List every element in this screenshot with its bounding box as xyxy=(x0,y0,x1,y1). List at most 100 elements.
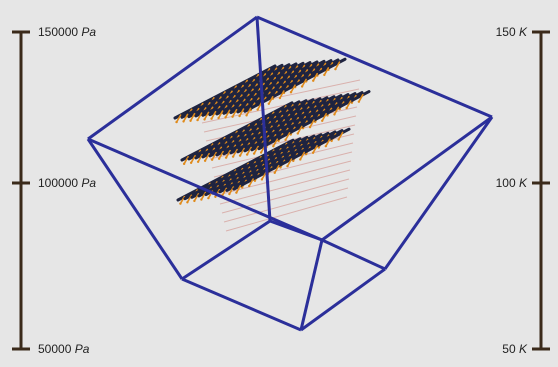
lattice-link xyxy=(225,149,231,159)
lattice-link xyxy=(345,100,352,109)
lattice-link xyxy=(197,153,203,163)
lattice-atom xyxy=(189,119,192,122)
lattice-link xyxy=(239,147,245,157)
lattice-atom xyxy=(203,159,207,162)
lattice-atom xyxy=(224,156,228,159)
box-edge-inner-down xyxy=(299,239,324,331)
lattice-atom xyxy=(296,132,299,135)
lattice-faint-link xyxy=(223,187,349,223)
lattice-link xyxy=(183,156,189,165)
lattice-atom xyxy=(231,115,234,118)
bounding-box-wireframe xyxy=(86,15,494,332)
lattice-atom xyxy=(312,79,315,82)
lattice-link xyxy=(182,113,189,123)
box-edge-inner-left xyxy=(87,137,323,242)
lattice-faint-link xyxy=(201,88,360,124)
lattice-link xyxy=(273,164,280,174)
lattice-link xyxy=(296,125,303,135)
lattice-atom xyxy=(256,108,259,111)
lattice-atom xyxy=(272,144,275,148)
lattice-link xyxy=(299,151,306,161)
lattice-link xyxy=(224,109,231,119)
lattice-atom xyxy=(330,139,333,143)
lattice-atom xyxy=(186,201,189,204)
lattice-link xyxy=(232,148,238,158)
lattice-link xyxy=(204,152,210,162)
lattice-atom xyxy=(317,146,321,149)
lattice-link xyxy=(190,154,196,164)
lattice-link xyxy=(358,93,364,103)
lattice-atom xyxy=(337,138,340,141)
lattice-faint-link xyxy=(219,169,351,205)
lattice-link xyxy=(301,78,307,88)
lattice-link xyxy=(267,96,274,105)
temperature-scale-top-label: 150 K xyxy=(496,25,528,39)
lattice-atom xyxy=(284,138,287,142)
lattice-atom xyxy=(259,151,263,154)
lattice-link xyxy=(256,101,263,111)
box-edge-top-right xyxy=(256,15,493,119)
lattice-atom xyxy=(210,117,213,120)
temperature-unit-bottom: K xyxy=(519,342,528,356)
lattice-atom xyxy=(235,191,238,194)
pressure-unit-top: Pa xyxy=(81,25,96,39)
lattice-atom xyxy=(323,73,326,77)
box-edge-inner-right xyxy=(321,115,493,242)
lattice-atom xyxy=(357,100,361,103)
lattice-atom xyxy=(245,153,249,156)
lattice-link xyxy=(231,108,238,118)
lattice-atom xyxy=(203,118,206,121)
lattice-atom xyxy=(260,178,264,181)
lattice-atom xyxy=(304,152,308,156)
lattice-atom xyxy=(273,171,276,174)
lattice-atom xyxy=(193,199,196,203)
lattice-link xyxy=(211,151,217,161)
box-edge-inner-base xyxy=(269,219,323,242)
lattice-faint-link xyxy=(217,160,352,196)
lattice-atom xyxy=(292,159,295,163)
lattice-atom xyxy=(345,106,348,110)
lattice-link xyxy=(203,111,210,121)
lattice-atom xyxy=(289,91,293,94)
temperature-scale-bottom-label: 50 K xyxy=(502,342,528,356)
lattice-link xyxy=(217,110,224,119)
lattice-link xyxy=(246,146,252,156)
temperature-unit-mid: K xyxy=(519,176,528,190)
lattice-atom xyxy=(179,202,182,205)
lattice-link xyxy=(334,61,341,70)
temperature-scale-mid-label: 100 K xyxy=(496,176,528,190)
lattice-atom xyxy=(278,96,282,100)
box-edge-right-lower xyxy=(383,116,494,270)
lattice-atom xyxy=(308,125,312,129)
lattice-atom xyxy=(196,118,199,122)
lattice-link xyxy=(284,132,291,141)
lattice-atom xyxy=(196,160,200,163)
lattice-link xyxy=(279,90,285,99)
box-edge-top-left xyxy=(87,15,258,141)
lattice-atom xyxy=(182,162,186,166)
lattice-atom xyxy=(228,192,231,196)
molecular-lattice[interactable] xyxy=(173,57,371,232)
lattice-atom xyxy=(333,113,336,116)
lattice-link xyxy=(337,131,344,141)
lattice-link xyxy=(245,107,252,117)
lattice-link xyxy=(286,158,293,167)
box-edge-bottom-back-right xyxy=(321,238,386,271)
lattice-link xyxy=(309,119,315,128)
lattice-atom xyxy=(252,152,256,155)
lattice-atom xyxy=(214,195,217,199)
lattice-atom xyxy=(324,144,328,148)
lattice-atom xyxy=(238,114,241,118)
lattice-atom xyxy=(207,196,210,200)
temperature-scale: 150 K 100 K 50 K xyxy=(496,25,550,356)
lattice-atom xyxy=(200,198,203,201)
lattice-atom xyxy=(240,186,244,189)
pressure-scale: 150000 Pa 100000 Pa 50000 Pa xyxy=(12,25,96,356)
lattice-link xyxy=(248,178,254,187)
lattice-link xyxy=(321,112,328,122)
lattice-atom xyxy=(217,157,221,160)
box-edge-bottom-left xyxy=(181,277,302,332)
lattice-atom xyxy=(238,154,242,157)
